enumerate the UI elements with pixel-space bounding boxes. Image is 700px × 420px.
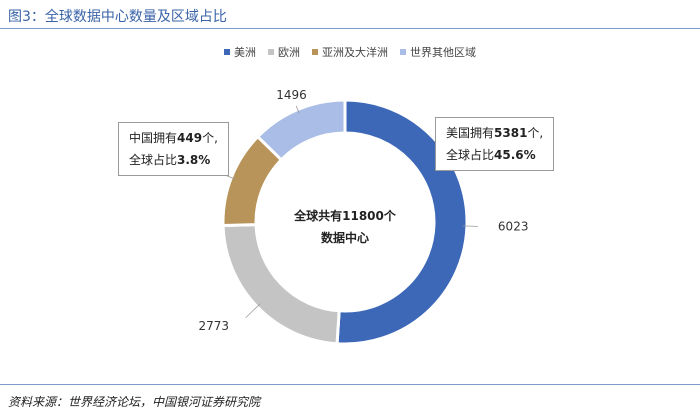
data-label-rest-of-world: 1496 bbox=[276, 88, 307, 102]
callout-china: 中国拥有449个, 全球占比3.8% bbox=[118, 122, 229, 176]
callout-us: 美国拥有5381个, 全球占比45.6% bbox=[435, 117, 555, 171]
callout-china-share: 3.8% bbox=[177, 153, 211, 167]
data-label-europe: 2773 bbox=[198, 319, 229, 333]
legend-label-asia-oceania: 亚洲及大洋洲 bbox=[322, 46, 388, 59]
callout-us-count: 5381 bbox=[494, 126, 528, 140]
legend-label-europe: 欧洲 bbox=[278, 46, 300, 59]
center-text-line1: 全球共有11800个 bbox=[294, 209, 396, 223]
leader-line-europe bbox=[245, 303, 261, 319]
data-label-americas: 6023 bbox=[498, 220, 529, 234]
legend-label-americas: 美洲 bbox=[234, 46, 256, 59]
footer-divider bbox=[0, 384, 700, 385]
title-divider bbox=[0, 28, 700, 29]
source-note: 资料来源：世界经济论坛，中国银河证券研究院 bbox=[8, 395, 261, 409]
callout-china-suffix: 个, bbox=[202, 131, 218, 145]
legend-label-rest-of-world: 世界其他区域 bbox=[410, 46, 476, 59]
legend-swatch-rest-of-world bbox=[400, 49, 406, 55]
legend-item-asia-oceania: 亚洲及大洋洲 bbox=[312, 44, 388, 60]
legend-item-americas: 美洲 bbox=[224, 44, 256, 60]
callout-china-line2: 全球占比3.8% bbox=[129, 149, 218, 171]
callout-us-share: 45.6% bbox=[494, 148, 536, 162]
legend-swatch-europe bbox=[268, 49, 274, 55]
callout-china-prefix: 中国拥有 bbox=[129, 131, 178, 145]
callout-us-line2: 全球占比45.6% bbox=[446, 144, 543, 166]
legend-item-rest-of-world: 世界其他区域 bbox=[400, 44, 476, 60]
callout-us-line1: 美国拥有5381个, bbox=[446, 122, 543, 144]
callout-china-line1: 中国拥有449个, bbox=[129, 127, 218, 149]
callout-china-share-prefix: 全球占比 bbox=[129, 153, 178, 167]
chart-title: 图3：全球数据中心数量及区域占比 bbox=[8, 9, 227, 25]
legend-item-europe: 欧洲 bbox=[268, 44, 300, 60]
callout-us-prefix: 美国拥有 bbox=[446, 126, 495, 140]
legend-swatch-americas bbox=[224, 49, 230, 55]
legend: 美洲 欧洲 亚洲及大洋洲 世界其他区域 bbox=[0, 44, 700, 60]
callout-china-count: 449 bbox=[177, 131, 203, 145]
donut-center-text: 全球共有11800个 数据中心 bbox=[265, 205, 425, 249]
callout-us-suffix: 个, bbox=[527, 126, 544, 140]
legend-swatch-asia-oceania bbox=[312, 49, 318, 55]
leader-line-rest-of-world bbox=[295, 105, 300, 114]
callout-us-share-prefix: 全球占比 bbox=[446, 148, 495, 162]
donut-slice-rest-of-world bbox=[255, 98, 347, 162]
center-text-line2: 数据中心 bbox=[320, 231, 369, 245]
donut-slices bbox=[221, 98, 469, 346]
